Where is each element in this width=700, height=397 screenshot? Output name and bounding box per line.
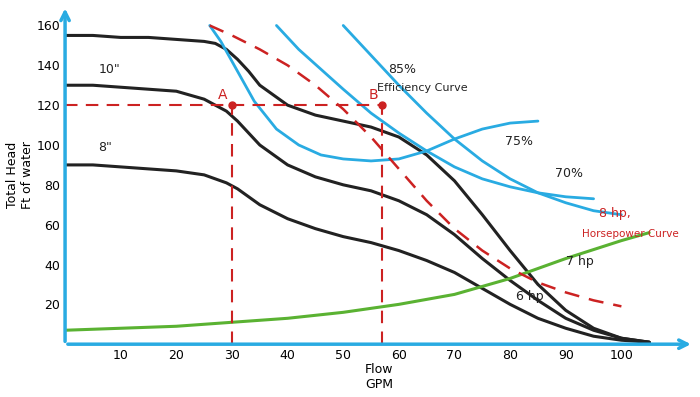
Text: 8 hp,: 8 hp, [599,207,631,220]
Text: 75%: 75% [505,135,533,148]
Text: A: A [218,88,228,102]
Text: 10": 10" [99,63,120,76]
Text: 70%: 70% [554,167,582,180]
Text: 7 hp: 7 hp [566,254,594,268]
Text: Efficiency Curve: Efficiency Curve [377,83,467,93]
Text: 8": 8" [99,141,112,154]
Text: B: B [368,88,378,102]
Text: 85%: 85% [388,63,416,76]
X-axis label: Flow
GPM: Flow GPM [365,363,393,391]
Text: Horsepower Curve: Horsepower Curve [582,229,679,239]
Text: 6 hp: 6 hp [516,290,543,303]
Y-axis label: Total Head
Ft of water: Total Head Ft of water [6,141,34,209]
